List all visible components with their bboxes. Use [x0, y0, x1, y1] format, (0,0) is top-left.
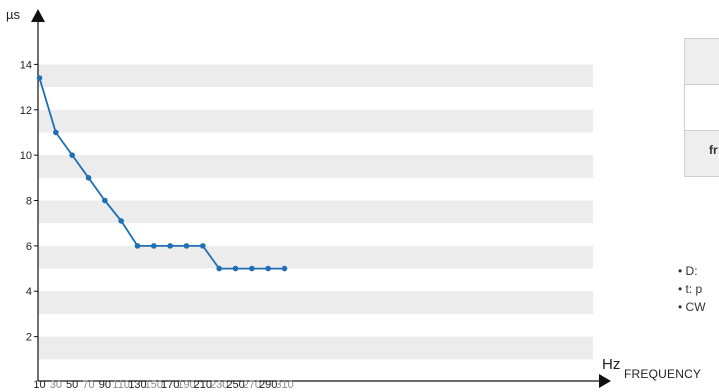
grid-band [38, 336, 593, 360]
side-table-row [685, 39, 719, 85]
x-tick-label: 310 [275, 379, 293, 391]
y-tick-labels: 2 4 6 8 10 12 14 [20, 59, 32, 343]
note-item: • t: p [678, 282, 703, 296]
x-tick-label: 230 [210, 379, 228, 391]
side-table: fr [684, 38, 719, 177]
x-tick-label: 70 [82, 379, 94, 391]
side-table-cell [685, 39, 719, 51]
data-point [183, 243, 190, 249]
grid-band [38, 64, 593, 88]
x-tick-label: 130 [128, 379, 146, 391]
x-tick-label: 90 [99, 379, 111, 391]
x-tick-label: 290 [259, 379, 277, 391]
y-ticks [34, 63, 38, 338]
grid-band [38, 109, 593, 133]
x-tick-label: 190 [177, 379, 195, 391]
y-tick-label: 6 [26, 241, 32, 253]
x-tick-label: 270 [243, 379, 261, 391]
y-tick-label: 2 [26, 332, 32, 344]
series-line [38, 77, 285, 270]
x-tick-label: 30 [50, 379, 62, 391]
data-point [134, 243, 141, 249]
data-point [69, 152, 75, 158]
x-tick-label: 210 [194, 379, 212, 391]
side-table-cell: fr [709, 143, 718, 157]
y-tick-label: 4 [26, 286, 32, 298]
data-point [85, 175, 92, 181]
data-point [167, 243, 173, 249]
data-point [102, 197, 108, 204]
x-axis-unit-label: Hz [602, 356, 620, 373]
y-tick-label: 10 [20, 150, 32, 162]
y-tick-label: 12 [20, 105, 32, 117]
side-table-row [685, 85, 719, 131]
x-tick-label: 150 [145, 379, 163, 391]
side-table-cell [685, 85, 719, 97]
data-point [151, 243, 157, 249]
axes [31, 9, 611, 388]
x-tick-label: 250 [226, 379, 244, 391]
side-table-row: fr [685, 131, 719, 177]
note-item: • D: [678, 264, 698, 278]
x-axis-arrow [599, 374, 611, 388]
data-point [281, 265, 288, 272]
x-tick-labels: 10 30 50 70 90 110130150170190210230250270290… [33, 379, 293, 391]
data-point [265, 265, 271, 272]
data-point [249, 265, 255, 272]
series-group [36, 75, 288, 272]
grid-band [38, 291, 593, 314]
y-axis-arrow [31, 9, 45, 22]
grid-band [38, 245, 593, 269]
data-point [118, 218, 124, 224]
notes-list: • D: • t: p • CW [678, 262, 706, 316]
data-point [232, 265, 239, 272]
x-tick-label: 110 [112, 379, 130, 391]
y-axis-label: µs [6, 7, 20, 22]
grid-band [38, 200, 593, 224]
data-point [36, 75, 43, 81]
note-item: • CW [678, 300, 706, 314]
grid-bands [38, 64, 593, 360]
x-tick-label: 10 [33, 379, 45, 391]
x-axis-caption: FREQUENCY [624, 367, 701, 381]
grid-band [38, 155, 593, 178]
data-point [216, 265, 222, 272]
y-tick-label: 14 [20, 59, 32, 71]
data-point [53, 129, 59, 136]
x-tick-label: 170 [161, 379, 179, 391]
x-tick-label: 50 [66, 379, 78, 391]
data-point [200, 243, 206, 249]
y-tick-label: 8 [26, 196, 32, 208]
